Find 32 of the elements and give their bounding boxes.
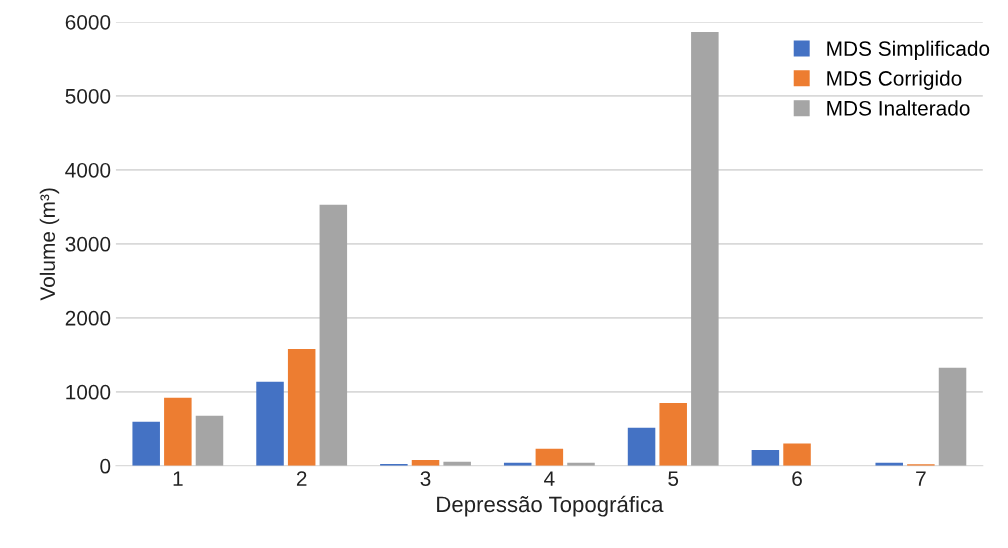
y-tick-label: 1000 [66, 384, 111, 400]
bar [627, 427, 656, 466]
bar [256, 381, 284, 466]
legend-label: MDS Inalterado [827, 100, 970, 116]
bar [659, 402, 687, 466]
bar [287, 348, 316, 466]
x-tick-label: 4 [544, 471, 555, 486]
legend-label: MDS Simplificado [827, 40, 990, 61]
x-axis-title: Depressão Topográfica [437, 495, 664, 517]
y-tick-label: 0 [100, 458, 111, 474]
bar [938, 367, 967, 466]
x-tick-label: 6 [792, 471, 802, 486]
bar [319, 204, 348, 466]
y-tick-label: 3000 [65, 236, 111, 252]
y-tick-label: 2000 [65, 310, 111, 326]
bar [751, 449, 780, 466]
x-tick-label: 7 [916, 471, 926, 486]
bar [164, 397, 192, 466]
y-tick-label: 6000 [65, 14, 111, 30]
bar [132, 421, 160, 466]
legend-label: MDS Corrigido [827, 70, 962, 90]
x-tick-label: 3 [420, 471, 431, 486]
bar [195, 415, 224, 466]
bar [535, 448, 564, 466]
x-tick-label: 1 [173, 471, 183, 486]
x-tick-label: 2 [296, 471, 307, 486]
bar [691, 31, 719, 466]
y-axis-title: Volume (m³) [39, 188, 60, 301]
y-tick-label: 5000 [65, 88, 111, 104]
x-tick-label: 5 [668, 471, 679, 486]
y-tick-label: 4000 [65, 162, 111, 178]
bar [783, 443, 811, 466]
